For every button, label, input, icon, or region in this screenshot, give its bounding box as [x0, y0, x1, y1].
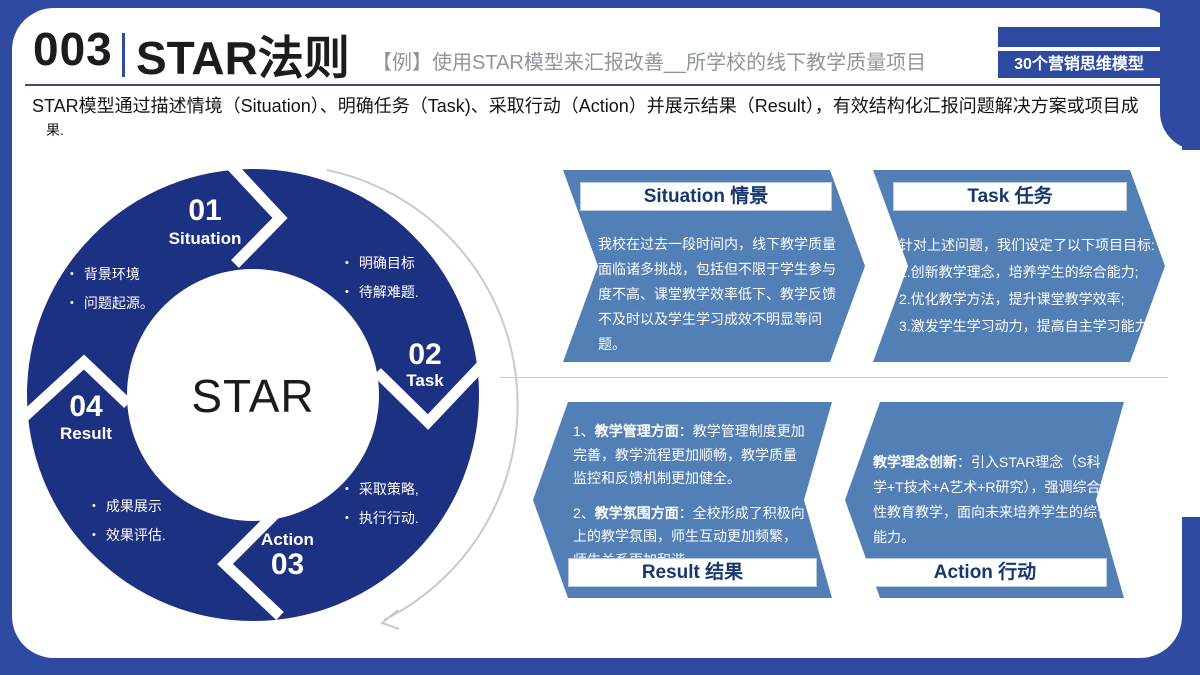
action-panel-body: 教学理念创新：引入STAR理念（S科学+T技术+A艺术+R研究），强调综合性教育… [873, 450, 1113, 550]
result-item-prefix: 2、 [573, 504, 595, 521]
list-item: 执行行动. [345, 505, 419, 534]
step3-number: 03 [270, 548, 305, 581]
header-underline [25, 84, 1162, 86]
page-subtitle: 【例】使用STAR模型来汇报改善__所学校的线下教学质量项目 [372, 52, 927, 74]
action-item-text: ：引入STAR理念（S科学+T技术+A艺术+R研究），强调综合性教育教学，面向未… [873, 454, 1111, 545]
action-notes: 采取策略, 执行行动. [345, 476, 419, 534]
model-description-overflow: 果. [46, 122, 64, 138]
step1-number: 01 [188, 194, 222, 227]
task-panel-title: Task 任务 [893, 182, 1127, 211]
series-badge: 30个营销思维模型 [998, 51, 1160, 78]
ring-center-label: STAR [191, 370, 315, 422]
list-item: 明确目标 [345, 250, 419, 279]
step3-name: Action [261, 530, 314, 549]
situation-panel: Situation 情景 我校在过去一段时间内，线下教学质量面临诸多挑战，包括但… [563, 170, 865, 362]
page-title: STAR法则 [136, 32, 350, 84]
task-line: 针对上述问题，我们设定了以下项目目标: [899, 237, 1155, 253]
situation-notes: 背景环境 问题起源。 [70, 261, 154, 319]
action-panel: 教学理念创新：引入STAR理念（S科学+T技术+A艺术+R研究），强调综合性教育… [845, 402, 1124, 598]
step2-name: Task [406, 371, 444, 390]
ring-chevron-bottom-icon [217, 508, 284, 620]
list-item: 效果评估. [92, 522, 166, 551]
task-line: 2.优化教学方法，提升课堂教学效率; [899, 291, 1125, 307]
right-edge-white-bulge [1164, 150, 1200, 517]
step2-number: 02 [408, 338, 442, 371]
list-item: 采取策略, [345, 476, 419, 505]
header-divider [122, 33, 125, 77]
result-item-heading: 教学氛围方面 [594, 504, 679, 521]
situation-panel-title: Situation 情景 [580, 182, 832, 211]
ring-chevron-top-icon [219, 154, 288, 268]
result-notes: 成果展示 效果评估. [92, 493, 166, 551]
task-panel-body: 针对上述问题，我们设定了以下项目目标: 1.创新教学理念，培养学生的综合能力; … [899, 232, 1151, 340]
task-line: 1.创新教学理念，培养学生的综合能力; [899, 264, 1139, 280]
list-item: 背景环境 [70, 261, 154, 290]
result-panel-body: 1、教学管理方面：教学管理制度更加完善，教学流程更加顺畅，教学质量监控和反馈机制… [573, 420, 807, 572]
result-panel-title: Result 结果 [568, 558, 817, 587]
slide-number: 003 [33, 23, 113, 75]
action-item-heading: 教学理念创新 [873, 454, 957, 470]
result-item: 1、教学管理方面：教学管理制度更加完善，教学流程更加顺畅，教学质量监控和反馈机制… [573, 420, 807, 491]
result-item-prefix: 1、 [573, 423, 595, 439]
result-item-heading: 教学管理方面 [594, 423, 679, 439]
step1-name: Situation [168, 229, 242, 248]
model-description: STAR模型通过描述情境（Situation）、明确任务（Task)、采取行动（… [32, 96, 1139, 116]
task-notes: 明确目标 待解难题. [345, 250, 419, 308]
cycle-arrow-arc [326, 169, 519, 621]
step4-name: Result [60, 424, 112, 443]
ring-chevron-left-icon [20, 354, 132, 422]
result-panel: 1、教学管理方面：教学管理制度更加完善，教学流程更加顺畅，教学质量监控和反馈机制… [533, 402, 832, 598]
panel-rows-divider [500, 377, 1168, 378]
badge-top-bar [998, 27, 1160, 47]
situation-panel-body: 我校在过去一段时间内，线下教学质量面临诸多挑战，包括但不限于学生参与度不高、课堂… [598, 236, 836, 352]
task-panel: Task 任务 针对上述问题，我们设定了以下项目目标: 1.创新教学理念，培养学… [873, 170, 1165, 362]
cycle-ring [27, 169, 479, 621]
result-item-text: ：教学管理制度更加完善，教学流程更加顺畅，教学质量监控和反馈机制更加健全。 [573, 423, 805, 486]
task-line: 3.激发学生学习动力，提高自主学习能力; [899, 318, 1153, 334]
list-item: 问题起源。 [70, 290, 154, 319]
ring-chevron-right-icon [373, 361, 486, 430]
list-item: 待解难题. [345, 279, 419, 308]
step4-number: 04 [69, 390, 103, 423]
action-panel-title: Action 行动 [863, 558, 1107, 587]
cycle-arrow-head [379, 609, 400, 630]
top-right-frame-corner [1160, 0, 1200, 150]
list-item: 成果展示 [92, 493, 166, 522]
